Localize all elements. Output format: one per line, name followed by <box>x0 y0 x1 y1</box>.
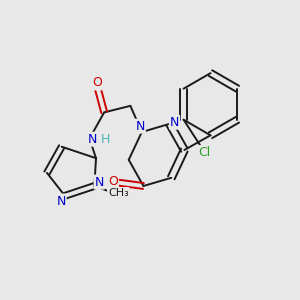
Text: O: O <box>108 175 118 188</box>
Text: N: N <box>88 133 98 146</box>
Text: N: N <box>170 116 179 129</box>
Text: Cl: Cl <box>199 146 211 159</box>
Text: N: N <box>56 194 66 208</box>
Text: O: O <box>92 76 102 89</box>
Text: N: N <box>94 176 104 189</box>
Text: H: H <box>101 133 110 146</box>
Text: N: N <box>136 120 145 133</box>
Text: CH₃: CH₃ <box>108 188 129 198</box>
